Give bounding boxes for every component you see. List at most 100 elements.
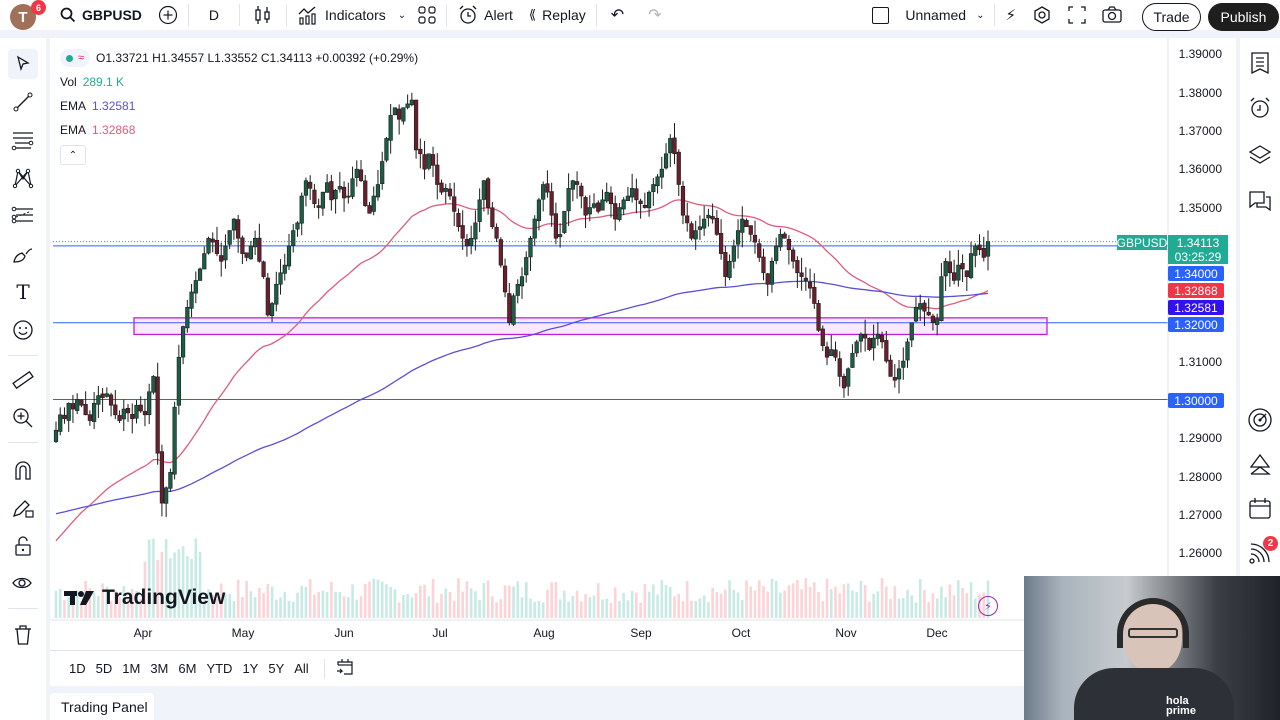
lock-all-tool[interactable] xyxy=(8,531,38,561)
compare-symbol-button[interactable] xyxy=(150,0,186,32)
alert-button[interactable]: Alert xyxy=(449,0,521,32)
top-toolbar: T 6 GBPUSD D Indicators ⌄ Alert ⟪ Replay… xyxy=(0,0,1280,34)
chart-legend: ≈ O1.33721 H1.34557 L1.33552 C1.34113 +0… xyxy=(60,46,418,165)
range-5d[interactable]: 5D xyxy=(95,661,113,676)
hline-label-130: 1.30000 xyxy=(1168,393,1224,408)
watermark-text: TradingView xyxy=(102,586,226,609)
fib-tool[interactable] xyxy=(8,201,38,231)
indicators-button[interactable]: Indicators xyxy=(289,0,394,32)
parallel-lines-icon xyxy=(11,132,34,151)
tradingview-watermark[interactable]: TradingView xyxy=(64,586,225,610)
brush-icon xyxy=(13,248,33,263)
layout-select-checkbox[interactable] xyxy=(864,0,897,32)
vol-value: 289.1 K xyxy=(82,75,125,89)
price-chart[interactable] xyxy=(0,0,1236,650)
divider xyxy=(994,4,996,26)
text-tool[interactable]: T xyxy=(8,277,38,307)
watchlist-button[interactable] xyxy=(1245,48,1275,78)
chevron-down-icon: ⌄ xyxy=(976,9,985,21)
chats-button[interactable] xyxy=(1245,186,1275,216)
cursor-tool[interactable] xyxy=(8,49,38,79)
hline-label-134: 1.34000 xyxy=(1168,266,1224,281)
volume-legend[interactable]: Vol 289.1 K xyxy=(60,70,418,94)
lock-drawings-tool[interactable] xyxy=(8,493,38,523)
rewind-icon: ⟪ xyxy=(528,7,537,22)
ema-fast-legend[interactable]: EMA 1.32868 xyxy=(60,118,418,142)
divider xyxy=(286,4,288,26)
layout-name-button[interactable]: Unnamed ⌄ xyxy=(897,0,992,32)
divider xyxy=(239,4,241,26)
publish-button[interactable]: Publish xyxy=(1208,3,1279,31)
go-to-date-button[interactable] xyxy=(335,657,355,680)
collapse-legend-button[interactable]: ⌃ xyxy=(60,145,86,165)
trend-line-icon xyxy=(13,92,33,112)
ema-slow-legend[interactable]: EMA 1.32581 xyxy=(60,94,418,118)
ruler-icon xyxy=(12,370,34,390)
settings-button[interactable] xyxy=(1024,0,1060,32)
undo-icon: ↶ xyxy=(610,7,625,24)
emoji-tool[interactable] xyxy=(8,315,38,345)
redo-button[interactable]: ↷ xyxy=(636,0,673,32)
redo-icon: ↷ xyxy=(648,7,662,24)
range-5y[interactable]: 5Y xyxy=(268,661,285,676)
plus-circle-icon xyxy=(158,5,178,25)
time-tick: Nov xyxy=(835,626,857,640)
calendar-button[interactable] xyxy=(1245,493,1275,523)
indicators-label: Indicators xyxy=(325,7,386,23)
vol-label: Vol xyxy=(60,75,77,89)
settings-hexagon-icon xyxy=(1034,6,1050,24)
screener-button[interactable] xyxy=(1245,405,1275,435)
quick-search-button[interactable]: ⚡ xyxy=(997,0,1024,32)
magnet-icon xyxy=(15,461,31,480)
range-1m[interactable]: 1M xyxy=(122,661,141,676)
time-tick: Dec xyxy=(926,626,948,640)
pattern-tool[interactable] xyxy=(8,163,38,193)
quick-trade-lightning-button[interactable]: ⚡ xyxy=(978,596,998,616)
ema-fast-value: 1.32868 xyxy=(92,123,136,137)
templates-button[interactable] xyxy=(410,0,444,32)
measure-tool[interactable] xyxy=(8,365,38,395)
market-status-pill[interactable]: ≈ xyxy=(60,49,91,67)
camera-icon xyxy=(1102,6,1122,23)
webcam-overlay: hola prime xyxy=(1024,576,1280,720)
trade-button[interactable]: Trade xyxy=(1142,3,1201,31)
range-1d[interactable]: 1D xyxy=(69,661,86,676)
shirt-logo: hola prime xyxy=(1166,695,1196,717)
price-tick: 1.27000 xyxy=(1178,508,1222,522)
remove-drawings-tool[interactable] xyxy=(8,620,38,650)
trading-panel-tab[interactable]: Trading Panel xyxy=(50,693,154,720)
object-tree-button[interactable] xyxy=(1245,140,1275,170)
notification-badge: 6 xyxy=(31,0,46,15)
symbol-search-button[interactable]: GBPUSD xyxy=(52,0,150,32)
interval-button[interactable]: D xyxy=(191,0,237,32)
date-range-bar: 1D 5D 1M 3M 6M YTD 1Y 5Y All xyxy=(50,650,1024,686)
range-3m[interactable]: 3M xyxy=(150,661,169,676)
watchlist-icon xyxy=(1251,52,1269,75)
chart-type-button[interactable] xyxy=(242,0,284,32)
magnet-tool[interactable] xyxy=(8,455,38,485)
alerts-panel-button[interactable] xyxy=(1245,93,1275,123)
hide-drawings-tool[interactable] xyxy=(8,569,38,599)
range-all[interactable]: All xyxy=(294,661,309,676)
avatar-letter: T xyxy=(18,8,28,26)
range-6m[interactable]: 6M xyxy=(178,661,197,676)
alarm-clock-icon xyxy=(1250,97,1270,118)
snapshot-button[interactable] xyxy=(1094,0,1130,32)
zoom-in-tool[interactable] xyxy=(8,403,38,433)
undo-button[interactable]: ↶ xyxy=(599,0,636,32)
fullscreen-button[interactable] xyxy=(1060,0,1094,32)
trend-line-tool[interactable] xyxy=(8,87,38,117)
brush-tool[interactable] xyxy=(8,239,38,269)
hline-label-132: 1.32000 xyxy=(1168,317,1224,332)
replay-button[interactable]: ⟪ Replay xyxy=(521,0,594,32)
divider xyxy=(446,4,448,26)
indicators-dropdown[interactable]: ⌄ xyxy=(394,0,410,32)
range-ytd[interactable]: YTD xyxy=(206,661,233,676)
ideas-button[interactable] xyxy=(1245,450,1275,480)
pyramid-icon xyxy=(1249,453,1271,475)
news-stream-button[interactable] xyxy=(1245,538,1275,568)
range-1y[interactable]: 1Y xyxy=(242,661,259,676)
lightning-icon: ⚡ xyxy=(984,600,992,613)
symbol-price-tag: GBPUSD xyxy=(1116,235,1168,250)
horizontal-lines-tool[interactable] xyxy=(8,125,38,155)
